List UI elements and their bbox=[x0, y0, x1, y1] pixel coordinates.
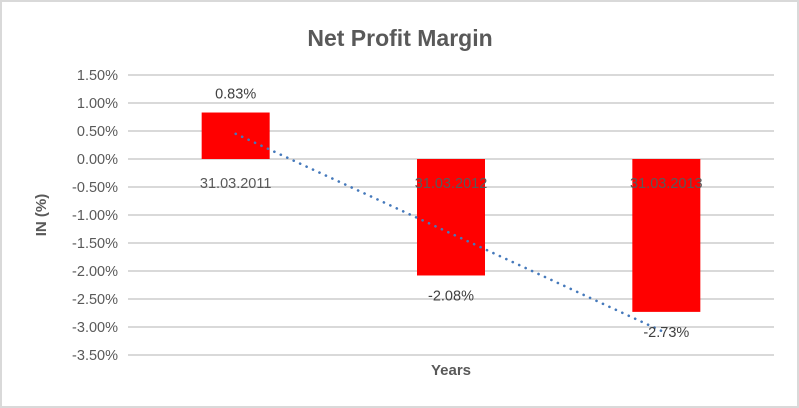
category-label: 31.03.2013 bbox=[630, 176, 703, 192]
y-tick-label: -3.00% bbox=[72, 320, 118, 336]
y-tick-label: 1.00% bbox=[77, 96, 118, 112]
category-axis-labels: 31.03.2011 31.03.2012 31.03.2013 bbox=[200, 176, 703, 192]
y-tick-label: -1.50% bbox=[72, 236, 118, 252]
trendline-dotted-line[interactable] bbox=[234, 132, 668, 335]
y-tick-label: 0.00% bbox=[77, 152, 118, 168]
bar-data-label: 0.83% bbox=[215, 87, 256, 103]
chart-title: Net Profit Margin bbox=[307, 25, 492, 51]
bar[interactable] bbox=[632, 159, 701, 312]
y-axis-title: IN (%) bbox=[33, 194, 50, 237]
y-tick-label: -0.50% bbox=[72, 180, 118, 196]
bar-data-label: -2.08% bbox=[428, 288, 474, 304]
linear-trendline[interactable] bbox=[234, 132, 668, 335]
category-label: 31.03.2011 bbox=[200, 176, 272, 192]
y-axis-tick-labels: 1.50% 1.00% 0.50% 0.00% -0.50% -1.00% -1.50% -2… bbox=[72, 68, 118, 364]
y-tick-label: 1.50% bbox=[77, 68, 118, 84]
bar-data-label: -2.73% bbox=[643, 325, 689, 341]
data-labels: 0.83% -2.08% -2.73% bbox=[215, 87, 689, 341]
y-tick-label: -2.50% bbox=[72, 292, 118, 308]
y-tick-label: 0.50% bbox=[77, 124, 118, 140]
y-tick-label: -1.00% bbox=[72, 208, 118, 224]
y-tick-label: -3.50% bbox=[72, 348, 118, 364]
category-label: 31.03.2012 bbox=[415, 176, 488, 192]
bar[interactable] bbox=[417, 159, 485, 276]
bar-series[interactable] bbox=[201, 112, 701, 312]
x-axis-title: Years bbox=[431, 362, 471, 379]
y-tick-label: -2.00% bbox=[72, 264, 118, 280]
bar[interactable] bbox=[201, 112, 270, 159]
